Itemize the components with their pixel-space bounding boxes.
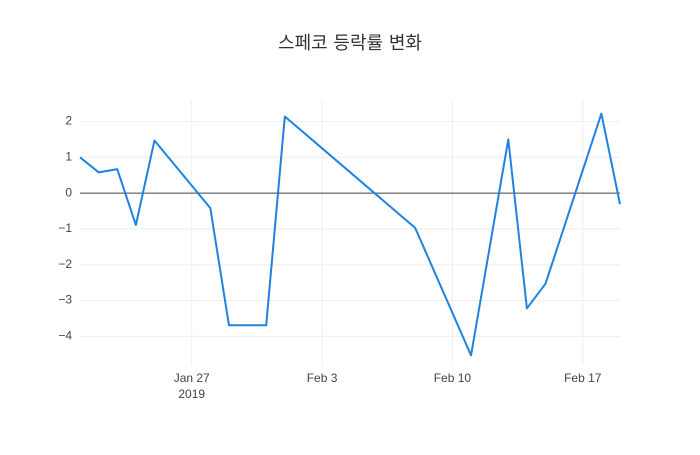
y-tick-label: −3 <box>58 293 72 307</box>
y-tick-label: 2 <box>65 114 72 128</box>
x-year-label: 2019 <box>178 387 205 401</box>
y-tick-label: 1 <box>65 149 72 163</box>
y-tick-label: −2 <box>58 257 72 271</box>
chart-title: 스페코 등락률 변화 <box>278 33 422 54</box>
x-tick-label: Feb 17 <box>564 371 602 385</box>
y-tick-label: −4 <box>58 329 72 343</box>
y-tick-label: −1 <box>58 221 72 235</box>
x-tick-label: Feb 3 <box>307 371 338 385</box>
y-tick-label: 0 <box>65 185 72 199</box>
x-tick-label: Feb 10 <box>434 371 472 385</box>
data-line <box>79 112 621 357</box>
x-tick-label: Jan 27 <box>174 371 210 385</box>
